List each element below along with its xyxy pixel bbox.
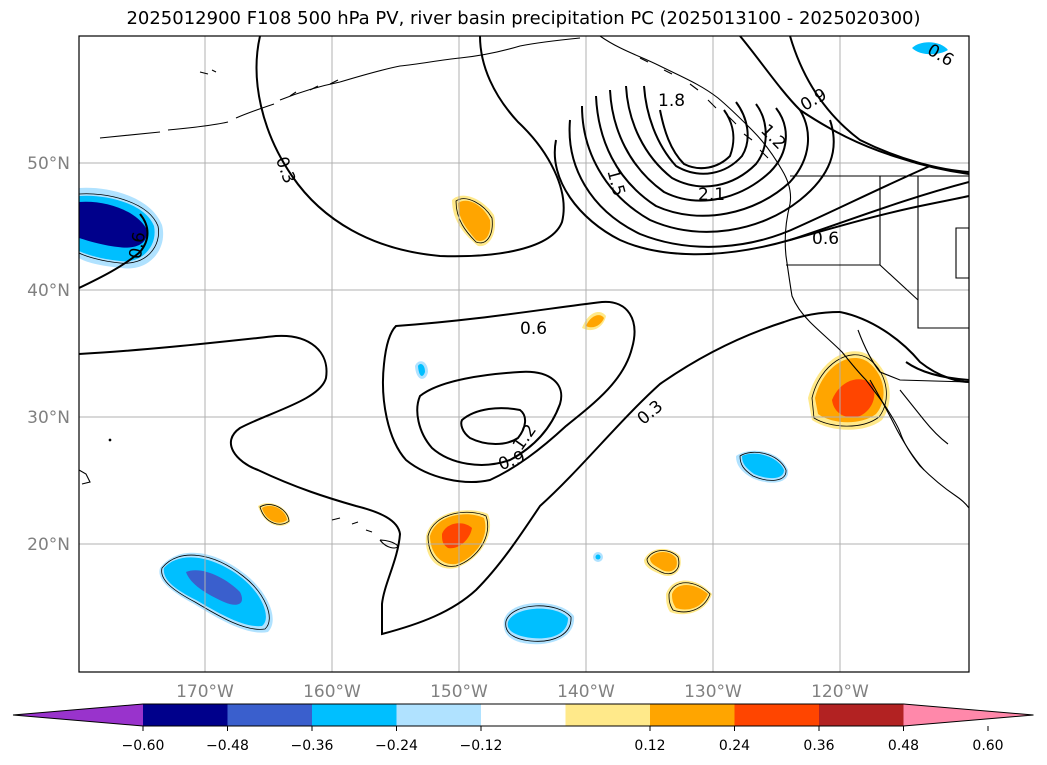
colorbar-tick-label: 0.60 <box>972 738 1003 754</box>
colorbar-segment <box>312 704 397 726</box>
lon-label-130w: 130°W <box>684 682 742 702</box>
contour-label: 0.6 <box>812 229 839 249</box>
lat-label-20n: 20°N <box>27 535 70 555</box>
latitude-labels: 50°N 40°N 30°N 20°N <box>27 154 70 555</box>
colorbar-segment <box>481 704 566 726</box>
pv-contours <box>79 36 969 636</box>
colorbar-segment <box>819 704 904 726</box>
map-frame <box>78 35 970 673</box>
colorbar-tick-label: 0.48 <box>888 738 919 754</box>
colorbar-tick-label: 0.12 <box>634 738 665 754</box>
colorbar-extend-low <box>13 704 143 726</box>
lat-label-30n: 30°N <box>27 408 70 428</box>
lon-label-160w: 160°W <box>303 682 361 702</box>
colorbar-tick-label: 0.24 <box>719 738 750 754</box>
colorbar-segment <box>565 704 651 726</box>
colorbar-segment <box>227 704 313 726</box>
colorbar-tick-label: −0.12 <box>460 738 503 754</box>
lon-label-120w: 120°W <box>811 682 869 702</box>
colorbar-tick-label: −0.24 <box>375 738 418 754</box>
map-title: 2025012900 F108 500 hPa PV, river basin … <box>126 8 921 29</box>
longitude-labels: 170°W 160°W 150°W 140°W 130°W 120°W <box>176 682 869 702</box>
contour-label: 0.6 <box>520 319 547 339</box>
colorbar-tick-label: −0.36 <box>291 738 334 754</box>
colorbar-tick-label: −0.60 <box>122 738 165 754</box>
colorbar-segment <box>396 704 482 726</box>
colorbar-extend-high <box>903 704 1034 726</box>
colorbar-segment <box>650 704 735 726</box>
contour-label: 1.8 <box>658 91 685 111</box>
anomaly-outlines <box>79 193 887 642</box>
colorbar-tick-label: 0.36 <box>803 738 834 754</box>
lon-label-150w: 150°W <box>430 682 488 702</box>
lon-label-140w: 140°W <box>557 682 615 702</box>
coastlines <box>79 36 969 549</box>
precip-shading <box>79 42 948 645</box>
colorbar-segment <box>143 704 228 726</box>
lat-label-50n: 50°N <box>27 154 70 174</box>
colorbar: −0.60 −0.48 −0.36 −0.24 −0.12 0.12 0.24 0.36 0.4… <box>12 703 1034 754</box>
lon-label-170w: 170°W <box>176 682 234 702</box>
contour-label: 2.1 <box>698 185 725 205</box>
colorbar-tick-label: −0.48 <box>206 738 249 754</box>
lat-label-40n: 40°N <box>27 281 70 301</box>
colorbar-segment <box>734 704 820 726</box>
contour-label: 0.6 <box>126 230 150 260</box>
